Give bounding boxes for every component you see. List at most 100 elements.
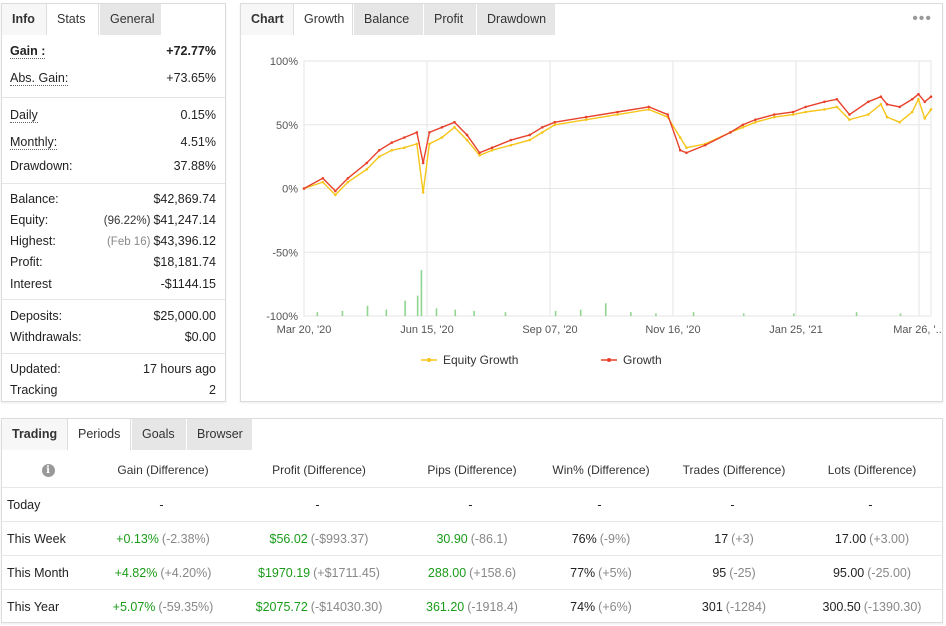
cell-profit: $2075.72 (-$14030.30) xyxy=(239,590,399,624)
volume-bar xyxy=(604,303,607,316)
tab-profit[interactable]: Profit xyxy=(423,4,476,35)
data-point xyxy=(741,123,745,127)
cell-pips: 361.20 (-1918.4) xyxy=(407,590,537,624)
data-point xyxy=(791,113,795,116)
stat-value: $18,181.74 xyxy=(153,255,216,269)
data-point xyxy=(403,136,406,139)
profit-value: - xyxy=(315,497,320,512)
stat-value: +72.77% xyxy=(166,44,216,58)
data-point xyxy=(879,95,883,98)
stat-drawdown: Drawdown: 37.88% xyxy=(10,156,216,176)
cell-win: 77% (+5%) xyxy=(537,556,665,589)
lots-value: - xyxy=(868,497,873,512)
y-tick-label: 50% xyxy=(276,120,298,132)
stat-value: 17 hours ago xyxy=(143,362,216,376)
profit-difference: (+$1711.45) xyxy=(313,565,380,580)
periods-header: i Gain (Difference) Profit (Difference) … xyxy=(2,453,942,487)
profit-difference: (-$14030.30) xyxy=(310,600,383,614)
data-point xyxy=(415,131,419,134)
data-point xyxy=(754,120,757,124)
data-point xyxy=(929,108,933,111)
data-point xyxy=(334,189,337,193)
tab-goals[interactable]: Goals xyxy=(131,419,186,450)
data-point xyxy=(453,126,456,129)
volume-bar xyxy=(692,312,695,316)
legend-item[interactable]: Equity Growth xyxy=(421,353,518,367)
more-horizontal-icon[interactable]: ••• xyxy=(912,10,932,27)
data-point xyxy=(791,110,795,114)
data-point xyxy=(823,108,826,111)
header-pips[interactable]: Pips (Difference) xyxy=(427,463,517,477)
header-gain[interactable]: Gain (Difference) xyxy=(117,463,209,477)
trades-difference: (+3) xyxy=(731,531,754,546)
tab-balance[interactable]: Balance xyxy=(353,4,423,35)
volume-bar xyxy=(793,313,795,316)
data-point xyxy=(334,193,337,197)
tab-info[interactable]: Info xyxy=(2,4,46,35)
header-win[interactable]: Win% (Difference) xyxy=(552,463,650,477)
cell-trades: 301 (-1284) xyxy=(667,590,801,624)
period-label: Today xyxy=(7,497,41,512)
tab-general[interactable]: General xyxy=(99,4,161,35)
header-trades[interactable]: Trades (Difference) xyxy=(682,463,786,477)
legend-label: Growth xyxy=(623,353,662,367)
data-point xyxy=(490,148,494,152)
volume-bar xyxy=(435,308,438,316)
tab-growth[interactable]: Growth xyxy=(293,4,353,35)
stat-value: 4.51% xyxy=(180,135,216,149)
divider xyxy=(2,299,225,300)
cell-gain: +0.13% (-2.38%) xyxy=(95,522,231,555)
volume-bar xyxy=(579,309,582,316)
x-tick-label: Sep 07, '20 xyxy=(522,324,577,336)
stat-label: Equity: xyxy=(10,213,49,227)
tab-trading[interactable]: Trading xyxy=(2,419,67,450)
volume-bar xyxy=(454,309,457,316)
volume-bar xyxy=(504,312,507,316)
data-point xyxy=(685,146,688,149)
tab-browser[interactable]: Browser xyxy=(186,419,252,450)
cell-win: - xyxy=(537,488,665,521)
data-point xyxy=(678,148,682,152)
stat-value: 2 xyxy=(209,383,216,397)
header-profit[interactable]: Profit (Difference) xyxy=(272,463,366,477)
stat-label: Profit: xyxy=(10,255,43,269)
stat-value-group: (Feb 16) $43,396.12 xyxy=(107,234,216,248)
volume-bar xyxy=(742,313,745,316)
stat-label: Tracking xyxy=(10,383,58,397)
gain-difference: (-59.35%) xyxy=(158,600,214,614)
data-point xyxy=(528,133,532,137)
gain-value: - xyxy=(159,497,164,512)
data-point xyxy=(478,154,481,157)
tab-chart[interactable]: Chart xyxy=(241,4,293,35)
stat-value-group: (96.22%) $41,247.14 xyxy=(104,213,216,227)
stat-label: Monthly: xyxy=(10,134,58,150)
info-icon[interactable]: i xyxy=(37,453,59,487)
data-point xyxy=(929,95,933,98)
x-tick-label: Mar 26, '... xyxy=(893,324,941,336)
profit-value: $56.02 xyxy=(269,531,308,546)
header-lots[interactable]: Lots (Difference) xyxy=(827,463,917,477)
data-point xyxy=(848,118,851,121)
data-point xyxy=(923,117,927,120)
tab-stats[interactable]: Stats xyxy=(46,4,99,35)
tab-drawdown[interactable]: Drawdown xyxy=(476,4,555,35)
divider xyxy=(2,183,225,184)
data-point xyxy=(678,136,682,139)
cell-profit: $1970.19 (+$1711.45) xyxy=(239,556,399,589)
data-point xyxy=(453,120,456,124)
x-tick-label: Mar 20, '20 xyxy=(277,324,332,336)
pips-value: - xyxy=(468,497,473,512)
data-point xyxy=(772,113,776,116)
stat-value: 0.15% xyxy=(180,108,216,122)
lots-difference: (-1390.30) xyxy=(863,600,922,614)
data-point xyxy=(421,161,425,165)
stat-sub: (96.22%) xyxy=(103,215,151,227)
period-label: This Year xyxy=(7,600,60,614)
data-point xyxy=(465,133,469,137)
volume-bar xyxy=(899,313,902,316)
legend-item[interactable]: Growth xyxy=(601,353,662,367)
data-point xyxy=(703,143,707,147)
pips-value: 288.00 xyxy=(427,565,467,580)
tab-periods[interactable]: Periods xyxy=(67,419,131,450)
data-point xyxy=(867,113,870,116)
